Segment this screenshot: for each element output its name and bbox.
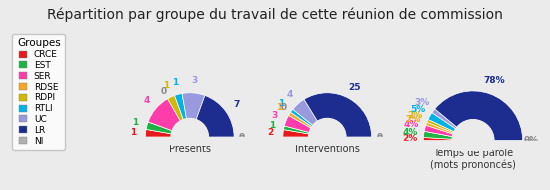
Text: 3: 3 — [191, 76, 198, 85]
Text: Temps de parole
(mots prononcés): Temps de parole (mots prononcés) — [430, 148, 516, 170]
Text: 4: 4 — [143, 96, 150, 105]
Text: 0: 0 — [161, 87, 167, 96]
Wedge shape — [283, 130, 309, 137]
Wedge shape — [145, 129, 172, 137]
Wedge shape — [289, 112, 312, 128]
Text: 0: 0 — [239, 135, 245, 144]
Text: 5%: 5% — [410, 105, 425, 114]
Text: Répartition par groupe du travail de cette réunion de commission: Répartition par groupe du travail de cet… — [47, 8, 503, 22]
Text: 4%: 4% — [404, 120, 419, 129]
Wedge shape — [424, 131, 453, 139]
Text: 1: 1 — [163, 81, 169, 90]
Text: 0%: 0% — [524, 136, 539, 145]
Wedge shape — [424, 138, 452, 141]
Wedge shape — [174, 93, 186, 120]
Wedge shape — [168, 95, 183, 121]
Text: 4%: 4% — [402, 128, 417, 137]
Wedge shape — [284, 116, 311, 132]
Wedge shape — [424, 125, 453, 137]
Text: 7: 7 — [233, 100, 239, 109]
Wedge shape — [293, 99, 317, 125]
Wedge shape — [182, 93, 205, 120]
Text: Présents: Présents — [169, 144, 211, 154]
Text: 0: 0 — [377, 135, 383, 144]
Circle shape — [309, 119, 346, 156]
Text: 0: 0 — [377, 133, 383, 142]
Wedge shape — [290, 109, 313, 127]
Wedge shape — [284, 126, 309, 134]
Legend: CRCE, EST, SER, RDSE, RDPI, RTLI, UC, LR, NI: CRCE, EST, SER, RDSE, RDPI, RTLI, UC, LR… — [13, 34, 65, 150]
Circle shape — [452, 120, 494, 162]
Text: 2%: 2% — [402, 134, 417, 143]
Text: 25: 25 — [349, 83, 361, 92]
Bar — [404, 141, 542, 148]
Text: 1: 1 — [268, 121, 275, 130]
Wedge shape — [148, 99, 180, 131]
Text: 1: 1 — [276, 103, 282, 112]
Text: 1: 1 — [278, 99, 285, 108]
Text: 2%: 2% — [405, 115, 421, 124]
Text: 78%: 78% — [484, 76, 505, 85]
Text: 2: 2 — [267, 128, 274, 137]
Text: 0: 0 — [239, 133, 245, 142]
Wedge shape — [196, 95, 234, 137]
Wedge shape — [428, 113, 456, 132]
Wedge shape — [146, 122, 172, 134]
Text: 0%: 0% — [524, 139, 539, 148]
Text: 4: 4 — [287, 90, 293, 99]
Text: Interventions: Interventions — [295, 144, 360, 154]
Text: 1: 1 — [172, 78, 178, 87]
Circle shape — [171, 119, 208, 156]
Text: 0: 0 — [281, 103, 287, 112]
Text: 1: 1 — [130, 128, 136, 137]
Text: 3: 3 — [272, 112, 278, 120]
Text: 3%: 3% — [415, 98, 430, 107]
Wedge shape — [434, 91, 522, 141]
Bar — [128, 137, 252, 144]
Wedge shape — [427, 120, 454, 133]
Bar — [265, 137, 389, 144]
Text: 2%: 2% — [407, 111, 422, 120]
Wedge shape — [432, 109, 457, 129]
Text: 1: 1 — [132, 118, 138, 127]
Wedge shape — [304, 93, 372, 137]
Wedge shape — [426, 122, 454, 134]
